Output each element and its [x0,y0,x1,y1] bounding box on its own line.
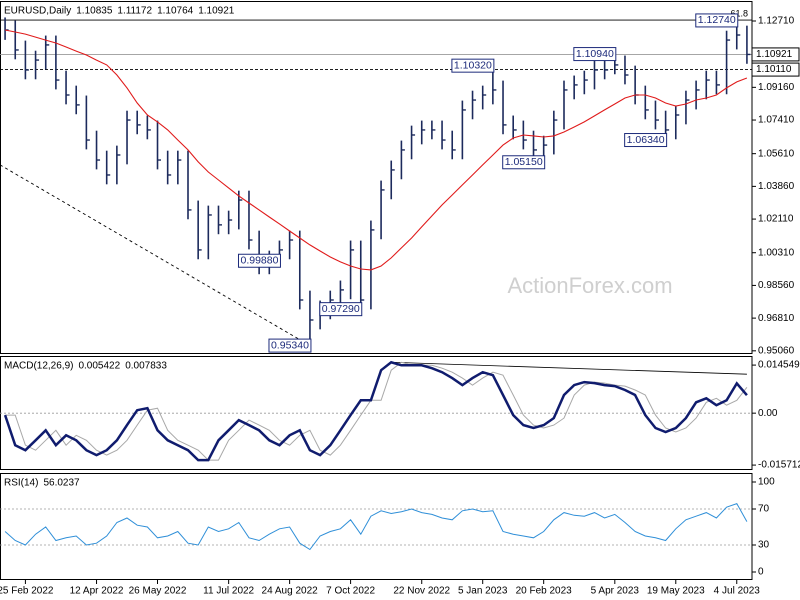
trendline [391,361,747,375]
annotation-box [237,253,281,268]
annotation-box [573,47,617,62]
indicator-line [4,502,748,551]
x-tick-label: 25 Feb 2022 [0,586,54,597]
panel-value: 0.007833 [125,361,167,372]
y-tick-label: 100 [758,477,775,488]
x-tick-label: 26 May 2022 [129,586,187,597]
y-tick-label: 0.96810 [758,313,795,324]
annotation-box [695,13,739,28]
y-tick-label: 1.07410 [758,115,795,126]
panel-value: 1.10835 [76,6,113,17]
y-tick-label: 0.00 [758,408,778,419]
panel-frame [0,473,753,580]
panel-title: EURUSD,Daily [4,6,71,17]
y-tick-label: 1.02110 [758,214,794,225]
indicator-line [5,361,748,461]
current-price-box [751,47,800,62]
panel-value: 1.10764 [157,6,194,17]
current-price-box-label: 1.10921 [756,49,793,60]
y-tick-label: 0.95060 [758,345,795,356]
panel-title: RSI(14) [4,478,38,489]
annotation-label: 1.10320 [454,59,492,71]
y-tick-label: 1.09160 [758,82,795,93]
panel-value: 1.11172 [117,6,152,17]
support-price-box [751,62,800,77]
x-tick-label: 19 May 2023 [647,586,705,597]
annotation-label: 1.05150 [505,156,543,168]
x-tick-label: 24 Aug 2022 [262,586,319,597]
x-tick-label: 5 Jan 2023 [458,586,508,597]
x-tick-label: 11 Jul 2022 [203,586,254,597]
y-tick-label: 1.00310 [758,247,795,258]
x-tick-label: 4 Jul 2023 [714,586,761,597]
y-tick-label: 1.05610 [758,148,795,159]
x-tick-label: 12 Apr 2022 [70,586,124,597]
annotation-label: 1.12740 [698,14,736,26]
annotation-box [451,58,495,73]
annotation-label: 0.95340 [271,339,309,351]
annotation-label: 1.06340 [627,134,665,146]
annotation-label: 1.10940 [576,48,614,60]
y-tick-label: 70 [758,504,770,515]
y-tick-label: -0.015712 [758,460,800,471]
indicator-line [3,360,748,462]
panel-title: MACD(12,26,9) [4,361,73,372]
annotation-box [319,302,363,317]
annotation-box [624,133,668,148]
annotation-box [268,338,312,353]
y-tick-label: 1.12710 [758,16,795,27]
annotation-label: 0.99880 [240,255,278,267]
y-tick-label: 0.98560 [758,280,795,291]
y-tick-label: 0 [758,567,764,578]
fib-label: 61.8 [730,8,748,18]
x-tick-label: 20 Feb 2023 [516,586,573,597]
y-tick-label: 0.014549 [758,360,800,371]
panel-value: 56.0237 [43,478,80,489]
panel-value: 1.10921 [198,6,235,17]
y-tick-label: 30 [758,540,770,551]
panel-value: 0.005422 [78,361,120,372]
panel-frame [0,1,753,354]
support-price-box-label: 1.10110 [756,64,792,75]
x-tick-label: 7 Oct 2022 [326,586,375,597]
x-tick-label: 22 Nov 2022 [393,586,450,597]
annotation-box [502,155,546,170]
x-tick-label: 5 Apr 2023 [591,586,640,597]
watermark: ActionForex.com [507,273,672,298]
y-tick-label: 1.03860 [758,181,795,192]
moving-average [4,29,748,271]
annotation-label: 0.97290 [322,303,360,315]
